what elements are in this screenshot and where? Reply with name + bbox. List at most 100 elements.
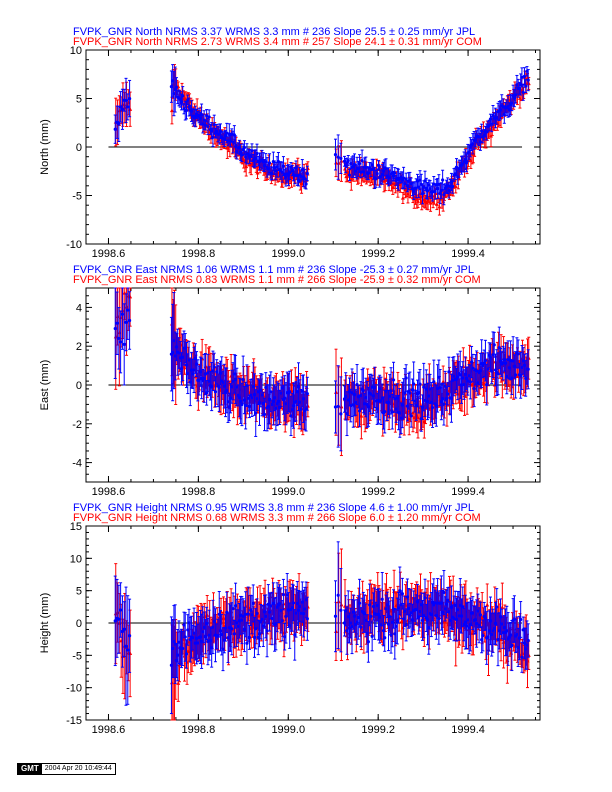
data-point-jpl [113, 326, 117, 331]
data-point-jpl [430, 405, 435, 410]
panel-title-line: FVPK_GNR East NRMS 1.06 WRMS 1.1 mm # 23… [73, 264, 474, 276]
y-tick-label: -5 [72, 191, 82, 203]
data-point-jpl [262, 412, 267, 417]
x-tick-label: 1999.4 [451, 486, 485, 498]
y-axis-label: North (mm) [39, 119, 51, 175]
y-tick-label: 4 [76, 302, 82, 314]
data-point-jpl [454, 165, 459, 169]
y-tick-label: 5 [76, 94, 82, 106]
data-point-jpl [115, 321, 119, 325]
data-point-jpl [206, 124, 210, 129]
x-tick-label: 1999.0 [271, 724, 305, 736]
x-tick-label: 1999.2 [361, 248, 395, 260]
panel-height: FVPK_GNR Height NRMS 0.95 WRMS 3.8 mm # … [39, 502, 541, 736]
data-point-com [176, 681, 181, 685]
panel-north: FVPK_GNR North NRMS 3.37 WRMS 3.3 mm # 2… [39, 26, 541, 260]
data-point-jpl [521, 90, 525, 94]
y-tick-label: -4 [72, 458, 82, 470]
data-point-jpl [113, 127, 117, 131]
y-tick-label: -5 [72, 650, 82, 662]
data-point-jpl [124, 98, 128, 103]
data-point-jpl [122, 342, 126, 346]
y-tick-label: -10 [66, 239, 82, 251]
data-point-jpl [409, 414, 413, 418]
data-point-jpl [483, 359, 488, 363]
data-point-jpl [524, 84, 528, 88]
data-point-jpl [514, 373, 518, 377]
data-point-jpl [205, 114, 209, 118]
data-point-jpl [255, 151, 259, 156]
data-point-jpl [468, 380, 472, 384]
data-point-jpl [181, 94, 185, 98]
data-point-jpl [471, 366, 475, 370]
data-point-jpl [526, 367, 530, 371]
data-point-com [416, 199, 421, 203]
data-point-jpl [240, 402, 244, 407]
data-point-jpl [520, 75, 524, 79]
data-point-jpl [120, 107, 125, 111]
data-point-com [244, 164, 249, 169]
data-point-jpl [304, 182, 308, 186]
data-point-jpl [124, 320, 128, 324]
data-point-jpl [472, 386, 476, 391]
data-point-jpl [357, 161, 362, 166]
data-point-jpl [526, 78, 530, 82]
data-point-jpl [305, 171, 309, 176]
data-point-jpl [357, 409, 362, 413]
data-point-jpl [119, 340, 123, 344]
data-point-jpl [383, 409, 387, 414]
data-point-jpl [441, 178, 445, 182]
data-point-com [400, 195, 405, 200]
x-tick-label: 1998.8 [182, 724, 216, 736]
data-point-jpl [339, 156, 343, 160]
series-jpl [113, 64, 530, 206]
data-point-jpl [267, 161, 272, 165]
data-point-jpl [412, 382, 416, 386]
x-tick-label: 1999.0 [271, 248, 305, 260]
data-point-jpl [211, 135, 215, 139]
data-point-com [437, 204, 442, 209]
data-point-jpl [346, 159, 350, 163]
data-point-jpl [241, 378, 245, 382]
x-tick-label: 1999.4 [451, 248, 485, 260]
data-point-jpl [393, 171, 397, 175]
data-point-jpl [227, 132, 231, 136]
data-point-jpl [117, 122, 121, 126]
data-point-jpl [347, 173, 352, 177]
data-point-jpl [361, 388, 365, 393]
data-point-jpl [250, 149, 254, 153]
data-point-jpl [516, 352, 520, 356]
data-point-jpl [336, 155, 340, 159]
data-point-jpl [339, 412, 343, 416]
x-tick-label: 1998.6 [92, 724, 126, 736]
data-point-jpl [486, 367, 490, 371]
data-point-jpl [418, 382, 422, 386]
data-point-jpl [492, 343, 496, 347]
data-point-com [169, 108, 174, 113]
data-point-jpl [404, 376, 408, 380]
data-point-jpl [207, 115, 211, 119]
data-point-jpl [120, 312, 125, 316]
data-point-jpl [408, 391, 412, 395]
panel-title-line: FVPK_GNR Height NRMS 0.68 WRMS 3.3 mm # … [73, 512, 481, 524]
y-tick-label: 10 [70, 45, 82, 57]
data-point-com [434, 202, 439, 206]
y-axis-label: Height (mm) [39, 593, 51, 654]
data-point-jpl [509, 358, 513, 362]
data-point-jpl [333, 152, 338, 157]
x-tick-label: 1998.8 [182, 486, 216, 498]
data-point-jpl [451, 184, 455, 189]
data-point-jpl [205, 391, 209, 395]
data-point-jpl [217, 385, 221, 389]
x-tick-label: 1998.6 [92, 248, 126, 260]
data-point-jpl [126, 105, 130, 109]
data-point-jpl [442, 402, 446, 406]
y-tick-label: -2 [72, 419, 82, 431]
data-point-jpl [487, 123, 491, 128]
data-point-jpl [403, 391, 407, 395]
y-tick-label: 10 [70, 553, 82, 565]
panel-title-line: FVPK_GNR East NRMS 0.83 WRMS 1.1 mm # 26… [73, 274, 481, 286]
data-point-jpl [128, 96, 132, 101]
data-point-jpl [305, 392, 309, 396]
